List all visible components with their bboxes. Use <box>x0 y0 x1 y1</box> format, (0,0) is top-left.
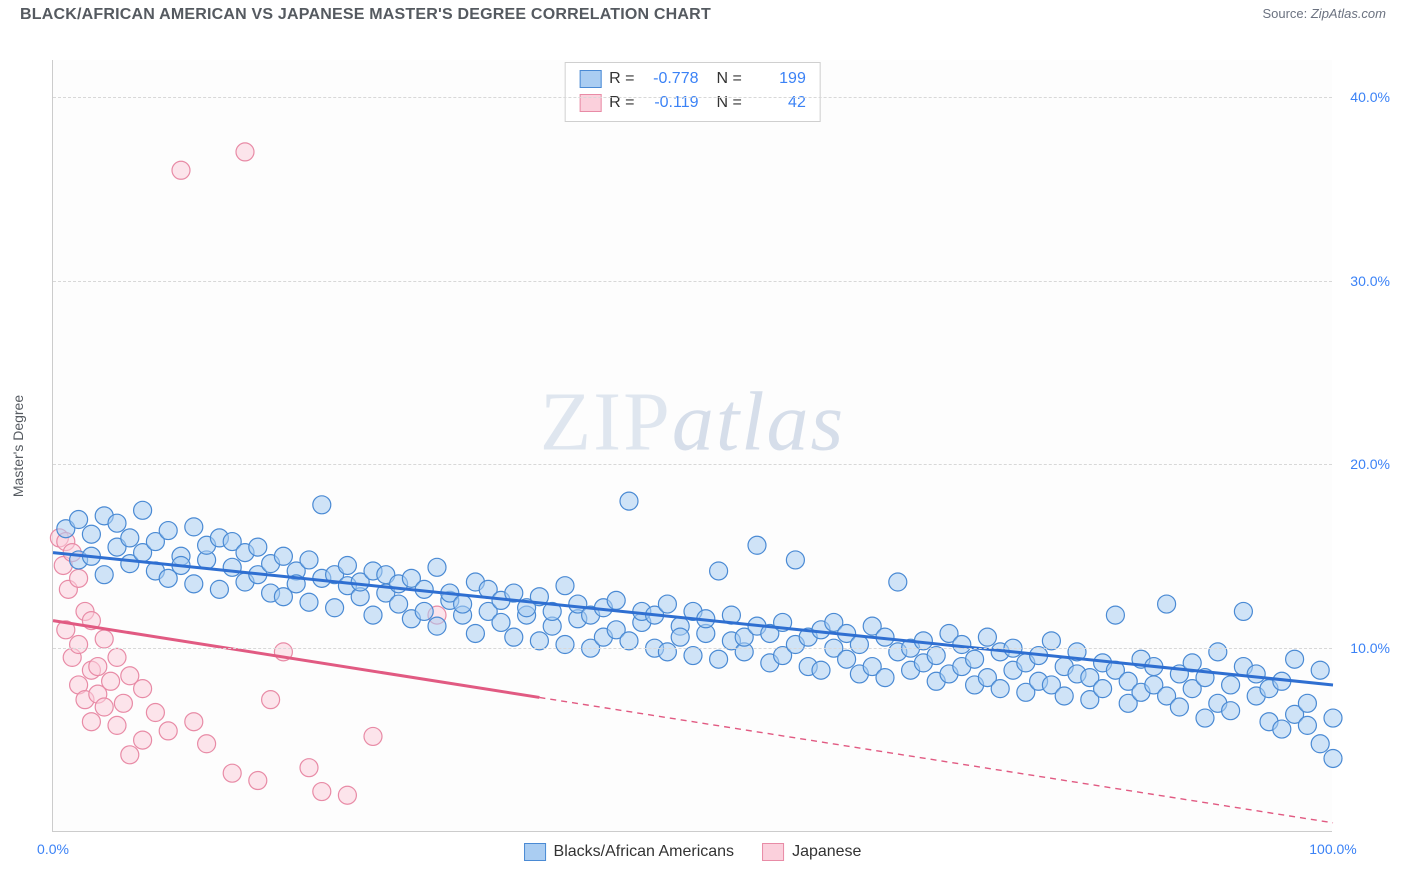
legend-r-label: R = <box>609 67 634 91</box>
source-name: ZipAtlas.com <box>1311 6 1386 21</box>
gridline-horizontal <box>53 648 1332 649</box>
gridline-horizontal <box>53 97 1332 98</box>
source-attribution: Source: ZipAtlas.com <box>1262 6 1386 21</box>
legend-r-value-series2: -0.119 <box>643 91 699 115</box>
x-tick-label: 100.0% <box>1309 841 1356 857</box>
legend-r-value-series1: -0.778 <box>643 67 699 91</box>
series-legend: Blacks/African Americans Japanese <box>524 843 862 861</box>
chart-title: BLACK/AFRICAN AMERICAN VS JAPANESE MASTE… <box>20 6 711 24</box>
legend-swatch-series1 <box>579 70 601 88</box>
x-tick-label: 0.0% <box>37 841 69 857</box>
gridline-horizontal <box>53 281 1332 282</box>
legend-swatch-bottom-series2 <box>762 843 784 861</box>
legend-row-series2: R = -0.119 N = 42 <box>579 91 806 115</box>
source-prefix: Source: <box>1262 6 1310 21</box>
legend-n-value-series2: 42 <box>750 91 806 115</box>
legend-swatch-bottom-series1 <box>524 843 546 861</box>
legend-n-value-series1: 199 <box>750 67 806 91</box>
legend-label-series1: Blacks/African Americans <box>554 843 735 861</box>
y-tick-label: 10.0% <box>1340 640 1390 656</box>
legend-label-series2: Japanese <box>792 843 861 861</box>
legend-n-label: N = <box>717 67 742 91</box>
legend-item-series1: Blacks/African Americans <box>524 843 735 861</box>
legend-item-series2: Japanese <box>762 843 861 861</box>
legend-n-label: N = <box>717 91 742 115</box>
correlation-legend: R = -0.778 N = 199 R = -0.119 N = 42 <box>564 62 821 122</box>
legend-r-label: R = <box>609 91 634 115</box>
chart-header: BLACK/AFRICAN AMERICAN VS JAPANESE MASTE… <box>0 0 1406 40</box>
chart-svg-overlay <box>53 60 1332 831</box>
legend-row-series1: R = -0.778 N = 199 <box>579 67 806 91</box>
y-axis-label: Master's Degree <box>10 395 26 497</box>
y-tick-label: 40.0% <box>1340 89 1390 105</box>
y-tick-label: 30.0% <box>1340 273 1390 289</box>
y-tick-label: 20.0% <box>1340 456 1390 472</box>
chart-plot-area: ZIPatlas R = -0.778 N = 199 R = -0.119 N… <box>52 60 1332 832</box>
gridline-horizontal <box>53 464 1332 465</box>
